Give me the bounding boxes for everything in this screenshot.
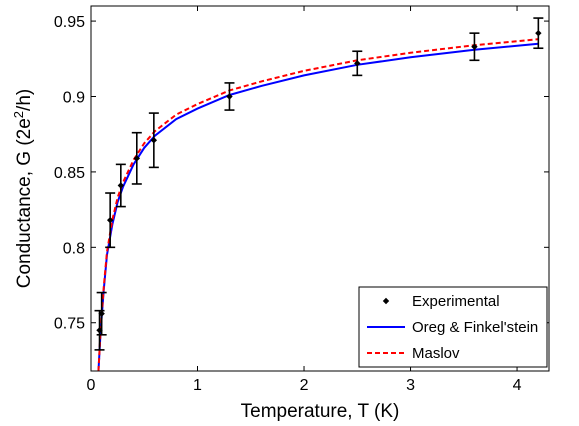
legend-label: Maslov: [412, 345, 460, 362]
x-tick-label: 1: [193, 377, 202, 394]
data-point: [471, 43, 478, 50]
data-point: [354, 60, 361, 67]
axes-layer: 0 1 2 3 4 0.75 0.8 0.85 0.9 0.95: [54, 5, 550, 394]
y-tick-label: 0.95: [54, 14, 85, 31]
y-tick-label: 0.8: [63, 240, 85, 257]
x-tick-label: 4: [513, 377, 522, 394]
y-axis-label-main: Conductance, G (2e: [14, 118, 35, 288]
y-tick-label: 0.9: [63, 89, 85, 106]
legend-label: Experimental: [412, 293, 500, 310]
legend: Experimental Oreg & Finkel'stein Maslov: [358, 286, 548, 368]
y-axis-label: Conductance, G (2e2/h): [11, 89, 35, 288]
data-point: [226, 93, 233, 100]
y-axis-label-superscript: 2: [11, 111, 26, 118]
x-tick-label: 2: [300, 377, 309, 394]
x-tick-label: 0: [87, 377, 96, 394]
data-point: [117, 182, 125, 189]
data-point: [133, 155, 140, 162]
legend-marker: [382, 297, 390, 305]
series-layer: [94, 17, 544, 371]
data-point: [535, 29, 542, 37]
legend-label: Oreg & Finkel'stein: [412, 319, 538, 336]
x-axis-label: Temperature, T (K): [241, 401, 400, 422]
y-axis-label-tail: /h): [14, 89, 35, 111]
axes-frame: [90, 5, 550, 372]
y-tick-label: 0.85: [54, 165, 85, 182]
data-point: [98, 310, 105, 317]
data-point: [150, 137, 158, 144]
data-point: [106, 216, 114, 224]
y-tick-label: 0.75: [54, 316, 85, 333]
x-tick-label: 3: [406, 377, 415, 394]
